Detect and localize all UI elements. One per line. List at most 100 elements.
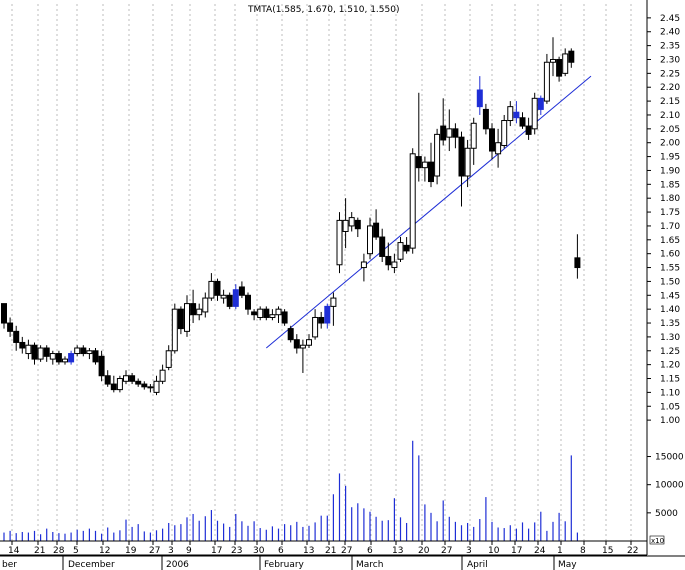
candle-body bbox=[257, 308, 264, 318]
price-tick-label: 2.05 bbox=[660, 125, 680, 135]
price-tick-label: 2.15 bbox=[660, 97, 680, 107]
price-tick-label: 1.35 bbox=[660, 319, 680, 329]
date-tick-label: 17 bbox=[211, 546, 222, 556]
candle-body bbox=[452, 128, 459, 138]
price-tick-label: 2.35 bbox=[660, 42, 680, 52]
date-tick-label: 5 bbox=[73, 546, 79, 556]
price-tick-label: 1.95 bbox=[660, 153, 680, 163]
candle-body bbox=[135, 380, 142, 385]
candle-body bbox=[208, 280, 215, 299]
month-label: February bbox=[264, 560, 305, 570]
date-tick-label: 10 bbox=[488, 546, 500, 556]
price-tick-label: 1.80 bbox=[660, 194, 680, 204]
candle-body bbox=[55, 353, 62, 363]
candle-body bbox=[403, 244, 410, 252]
chart-title: TMTA(1.585, 1.670, 1.510, 1.550) bbox=[247, 5, 399, 15]
candles bbox=[1, 37, 581, 396]
candle-body bbox=[263, 308, 270, 318]
date-axis: 14 21 28 5 12 19 27 3 9 17 23 30 6 13 21 27 6 13 20 27 3 10 17… bbox=[2, 541, 638, 570]
volume-multiplier-label: x10 bbox=[651, 537, 664, 545]
date-tick-label: 24 bbox=[534, 546, 546, 556]
candle-body bbox=[238, 286, 245, 296]
chart-frame bbox=[0, 0, 685, 557]
candle-body bbox=[31, 344, 38, 360]
price-tick-label: 2.40 bbox=[660, 28, 680, 38]
candle-body bbox=[86, 350, 93, 355]
candle-body bbox=[245, 294, 251, 310]
trendline bbox=[265, 75, 592, 349]
month-label: December bbox=[68, 560, 115, 570]
month-label: April bbox=[467, 560, 488, 570]
candle-body bbox=[190, 303, 197, 316]
candle-body bbox=[330, 297, 337, 307]
candle-body bbox=[37, 347, 44, 360]
candle-body bbox=[507, 106, 514, 122]
price-tick-label: 1.70 bbox=[660, 222, 680, 232]
month-label: 2006 bbox=[166, 560, 189, 570]
candle-body bbox=[458, 136, 465, 177]
candle-body bbox=[220, 294, 227, 299]
candle-body bbox=[80, 347, 87, 355]
date-tick-label: 6 bbox=[367, 546, 373, 556]
candle-body bbox=[141, 383, 148, 388]
candle-body bbox=[147, 386, 154, 389]
candle-body bbox=[525, 125, 532, 135]
candle-body bbox=[336, 219, 343, 266]
candle-body bbox=[513, 111, 520, 119]
candle-body bbox=[293, 339, 300, 349]
candle-body bbox=[373, 222, 380, 238]
price-tick-label: 1.20 bbox=[660, 361, 680, 371]
candle-body bbox=[129, 375, 136, 382]
candle-body bbox=[379, 236, 386, 257]
price-tick-label: 2.00 bbox=[660, 139, 680, 149]
candle-body bbox=[342, 219, 349, 232]
month-label: May bbox=[558, 560, 577, 570]
price-tick-label: 1.05 bbox=[660, 402, 680, 412]
candle-body bbox=[556, 58, 563, 77]
price-tick-label: 1.15 bbox=[660, 375, 680, 385]
candle-body bbox=[428, 161, 434, 183]
candle-body bbox=[275, 308, 282, 316]
candle-body bbox=[13, 330, 20, 343]
price-axis: 1.00 1.05 1.10 1.15 1.20 1.25 1.30 1.35 1.40 1.45… bbox=[647, 14, 680, 426]
volume-bars bbox=[3, 440, 579, 541]
volume-tick-label: 5000 bbox=[655, 509, 678, 519]
candle-body bbox=[226, 294, 233, 307]
candle-body bbox=[184, 303, 190, 332]
price-tick-label: 2.30 bbox=[660, 55, 680, 65]
date-tick-label: 3 bbox=[168, 546, 174, 556]
candle-body bbox=[464, 147, 471, 177]
candle-body bbox=[43, 347, 50, 357]
candle-body bbox=[324, 305, 331, 324]
candle-body bbox=[495, 142, 502, 155]
price-tick-label: 2.45 bbox=[660, 14, 680, 24]
candle-body bbox=[489, 128, 495, 152]
date-tick-label: 15 bbox=[602, 546, 613, 556]
candle-body bbox=[421, 161, 428, 169]
candle-body bbox=[251, 311, 258, 316]
candle-body bbox=[62, 358, 68, 363]
date-tick-label: 3 bbox=[466, 546, 472, 556]
candle-body bbox=[196, 308, 203, 316]
candle-body bbox=[531, 97, 538, 130]
date-tick-label: 8 bbox=[580, 546, 586, 556]
candle-body bbox=[470, 122, 477, 149]
candle-body bbox=[306, 339, 312, 346]
candle-body bbox=[367, 225, 373, 255]
support-trendline bbox=[265, 75, 592, 349]
date-tick-label: 1 bbox=[557, 546, 563, 556]
date-tick-label: 14 bbox=[8, 546, 20, 556]
candle-body bbox=[354, 219, 361, 230]
candle-body bbox=[562, 53, 569, 74]
date-tick-label: 27 bbox=[341, 546, 352, 556]
candle-body bbox=[482, 108, 489, 130]
candle-body bbox=[159, 369, 166, 382]
date-tick-label: 6 bbox=[278, 546, 284, 556]
candle-body bbox=[49, 353, 56, 360]
candle-body bbox=[574, 257, 581, 269]
candle-body bbox=[537, 97, 544, 110]
date-tick-label: 17 bbox=[511, 546, 522, 556]
candle-body bbox=[68, 353, 75, 363]
date-tick-label: 13 bbox=[392, 546, 403, 556]
candle-body bbox=[1, 303, 7, 324]
